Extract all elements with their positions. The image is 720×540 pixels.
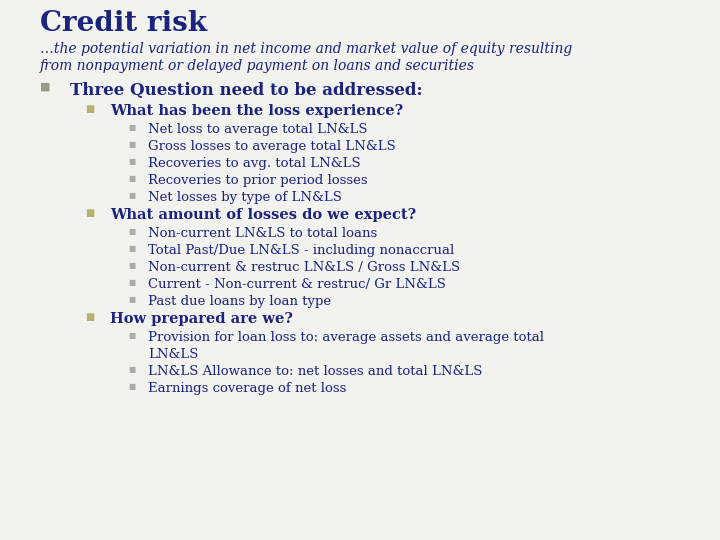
Text: LN&LS: LN&LS <box>148 348 199 361</box>
Text: ■: ■ <box>128 227 135 236</box>
Text: ■: ■ <box>128 365 135 374</box>
Text: Recoveries to prior period losses: Recoveries to prior period losses <box>148 174 368 187</box>
Text: How prepared are we?: How prepared are we? <box>110 312 293 326</box>
Text: ■: ■ <box>128 157 135 166</box>
Text: ■: ■ <box>40 82 50 92</box>
Text: Non-current & restruc LN&LS / Gross LN&LS: Non-current & restruc LN&LS / Gross LN&L… <box>148 261 460 274</box>
Text: What amount of losses do we expect?: What amount of losses do we expect? <box>110 208 416 222</box>
Text: ■: ■ <box>85 208 94 218</box>
Text: …the potential variation in net income and market value of equity resulting: …the potential variation in net income a… <box>40 42 572 56</box>
Text: Provision for loan loss to: average assets and average total: Provision for loan loss to: average asse… <box>148 331 544 344</box>
Text: Current - Non-current & restruc/ Gr LN&LS: Current - Non-current & restruc/ Gr LN&L… <box>148 278 446 291</box>
Text: Net losses by type of LN&LS: Net losses by type of LN&LS <box>148 191 342 204</box>
Text: ■: ■ <box>128 295 135 304</box>
Text: Total Past/Due LN&LS - including nonaccrual: Total Past/Due LN&LS - including nonaccr… <box>148 244 454 257</box>
Text: Three Question need to be addressed:: Three Question need to be addressed: <box>70 82 423 99</box>
Text: What has been the loss experience?: What has been the loss experience? <box>110 104 403 118</box>
Text: ■: ■ <box>128 261 135 270</box>
Text: Past due loans by loan type: Past due loans by loan type <box>148 295 331 308</box>
Text: LN&LS Allowance to: net losses and total LN&LS: LN&LS Allowance to: net losses and total… <box>148 365 482 378</box>
Text: Credit risk: Credit risk <box>40 10 207 37</box>
Text: Gross losses to average total LN&LS: Gross losses to average total LN&LS <box>148 140 396 153</box>
Text: ■: ■ <box>85 312 94 322</box>
Text: ■: ■ <box>128 140 135 149</box>
Text: ■: ■ <box>128 123 135 132</box>
Text: ■: ■ <box>128 382 135 391</box>
Text: Earnings coverage of net loss: Earnings coverage of net loss <box>148 382 346 395</box>
Text: from nonpayment or delayed payment on loans and securities: from nonpayment or delayed payment on lo… <box>40 59 475 73</box>
Text: Net loss to average total LN&LS: Net loss to average total LN&LS <box>148 123 367 136</box>
Text: ■: ■ <box>128 244 135 253</box>
Text: ■: ■ <box>128 278 135 287</box>
Text: Non-current LN&LS to total loans: Non-current LN&LS to total loans <box>148 227 377 240</box>
Text: ■: ■ <box>85 104 94 114</box>
Text: ■: ■ <box>128 191 135 200</box>
Text: Recoveries to avg. total LN&LS: Recoveries to avg. total LN&LS <box>148 157 361 170</box>
Text: ■: ■ <box>128 331 135 340</box>
Text: ■: ■ <box>128 174 135 183</box>
